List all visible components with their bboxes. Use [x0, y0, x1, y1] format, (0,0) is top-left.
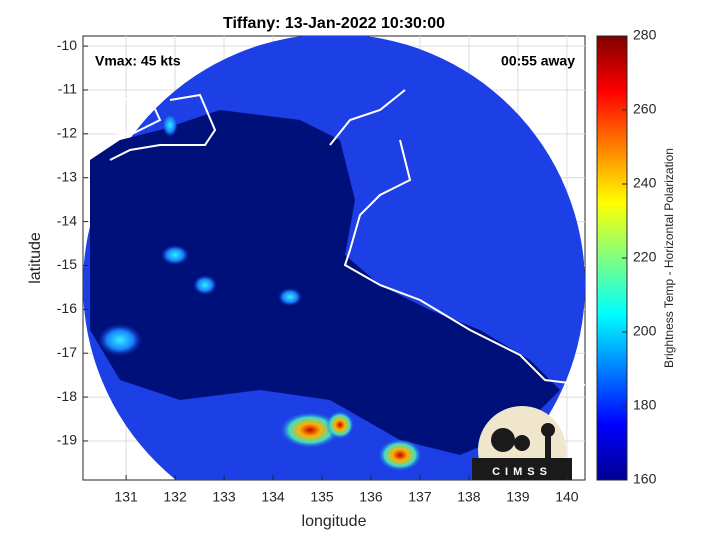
colorbar-tick-label: 220	[633, 249, 657, 265]
colorbar-tick-label: 260	[633, 101, 657, 117]
y-tick-label: -16	[57, 300, 77, 316]
y-tick-label: -14	[57, 212, 77, 228]
colorbar-tick-label: 180	[633, 397, 657, 413]
y-tick-label: -17	[57, 344, 77, 360]
x-tick-label: 136	[359, 489, 383, 505]
colorbar-tick-label: 240	[633, 175, 657, 191]
y-tick-label: -13	[57, 168, 77, 184]
y-tick-label: -10	[57, 37, 77, 53]
x-tick-label: 137	[408, 489, 432, 505]
x-tick-label: 133	[212, 489, 236, 505]
y-tick-label: -12	[57, 125, 77, 141]
x-tick-label: 135	[310, 489, 334, 505]
chart-title: Tiffany: 13-Jan-2022 10:30:00	[223, 15, 445, 32]
x-tick-label: 140	[555, 489, 579, 505]
y-tick-label: -11	[58, 81, 77, 97]
y-tick-label: -18	[57, 388, 77, 404]
image-layer: CIMSS	[83, 36, 585, 480]
annotation: Vmax: 45 kts	[95, 53, 181, 69]
x-tick-label: 138	[457, 489, 481, 505]
cimss-logo: CIMSS	[472, 406, 572, 480]
coastline	[86, 89, 585, 386]
y-tick-label: -19	[57, 432, 77, 448]
annotation: 00:55 away	[501, 53, 575, 69]
x-tick-label: 131	[114, 489, 138, 505]
x-tick-label: 132	[163, 489, 187, 505]
y-axis-label: latitude	[27, 232, 44, 284]
x-axis-label: longitude	[302, 513, 367, 530]
colorbar-tick-label: 200	[633, 323, 657, 339]
x-tick-label: 139	[506, 489, 530, 505]
colorbar-tick-label: 160	[633, 471, 657, 487]
colorbar-tick-label: 280	[633, 27, 657, 43]
colorbar-label: Brightness Temp - Horizontal Polarizatio…	[662, 148, 676, 368]
y-tick-label: -15	[57, 256, 77, 272]
logo-text: CIMSS	[492, 466, 552, 478]
x-tick-label: 134	[261, 489, 285, 505]
cold-region	[90, 110, 560, 455]
